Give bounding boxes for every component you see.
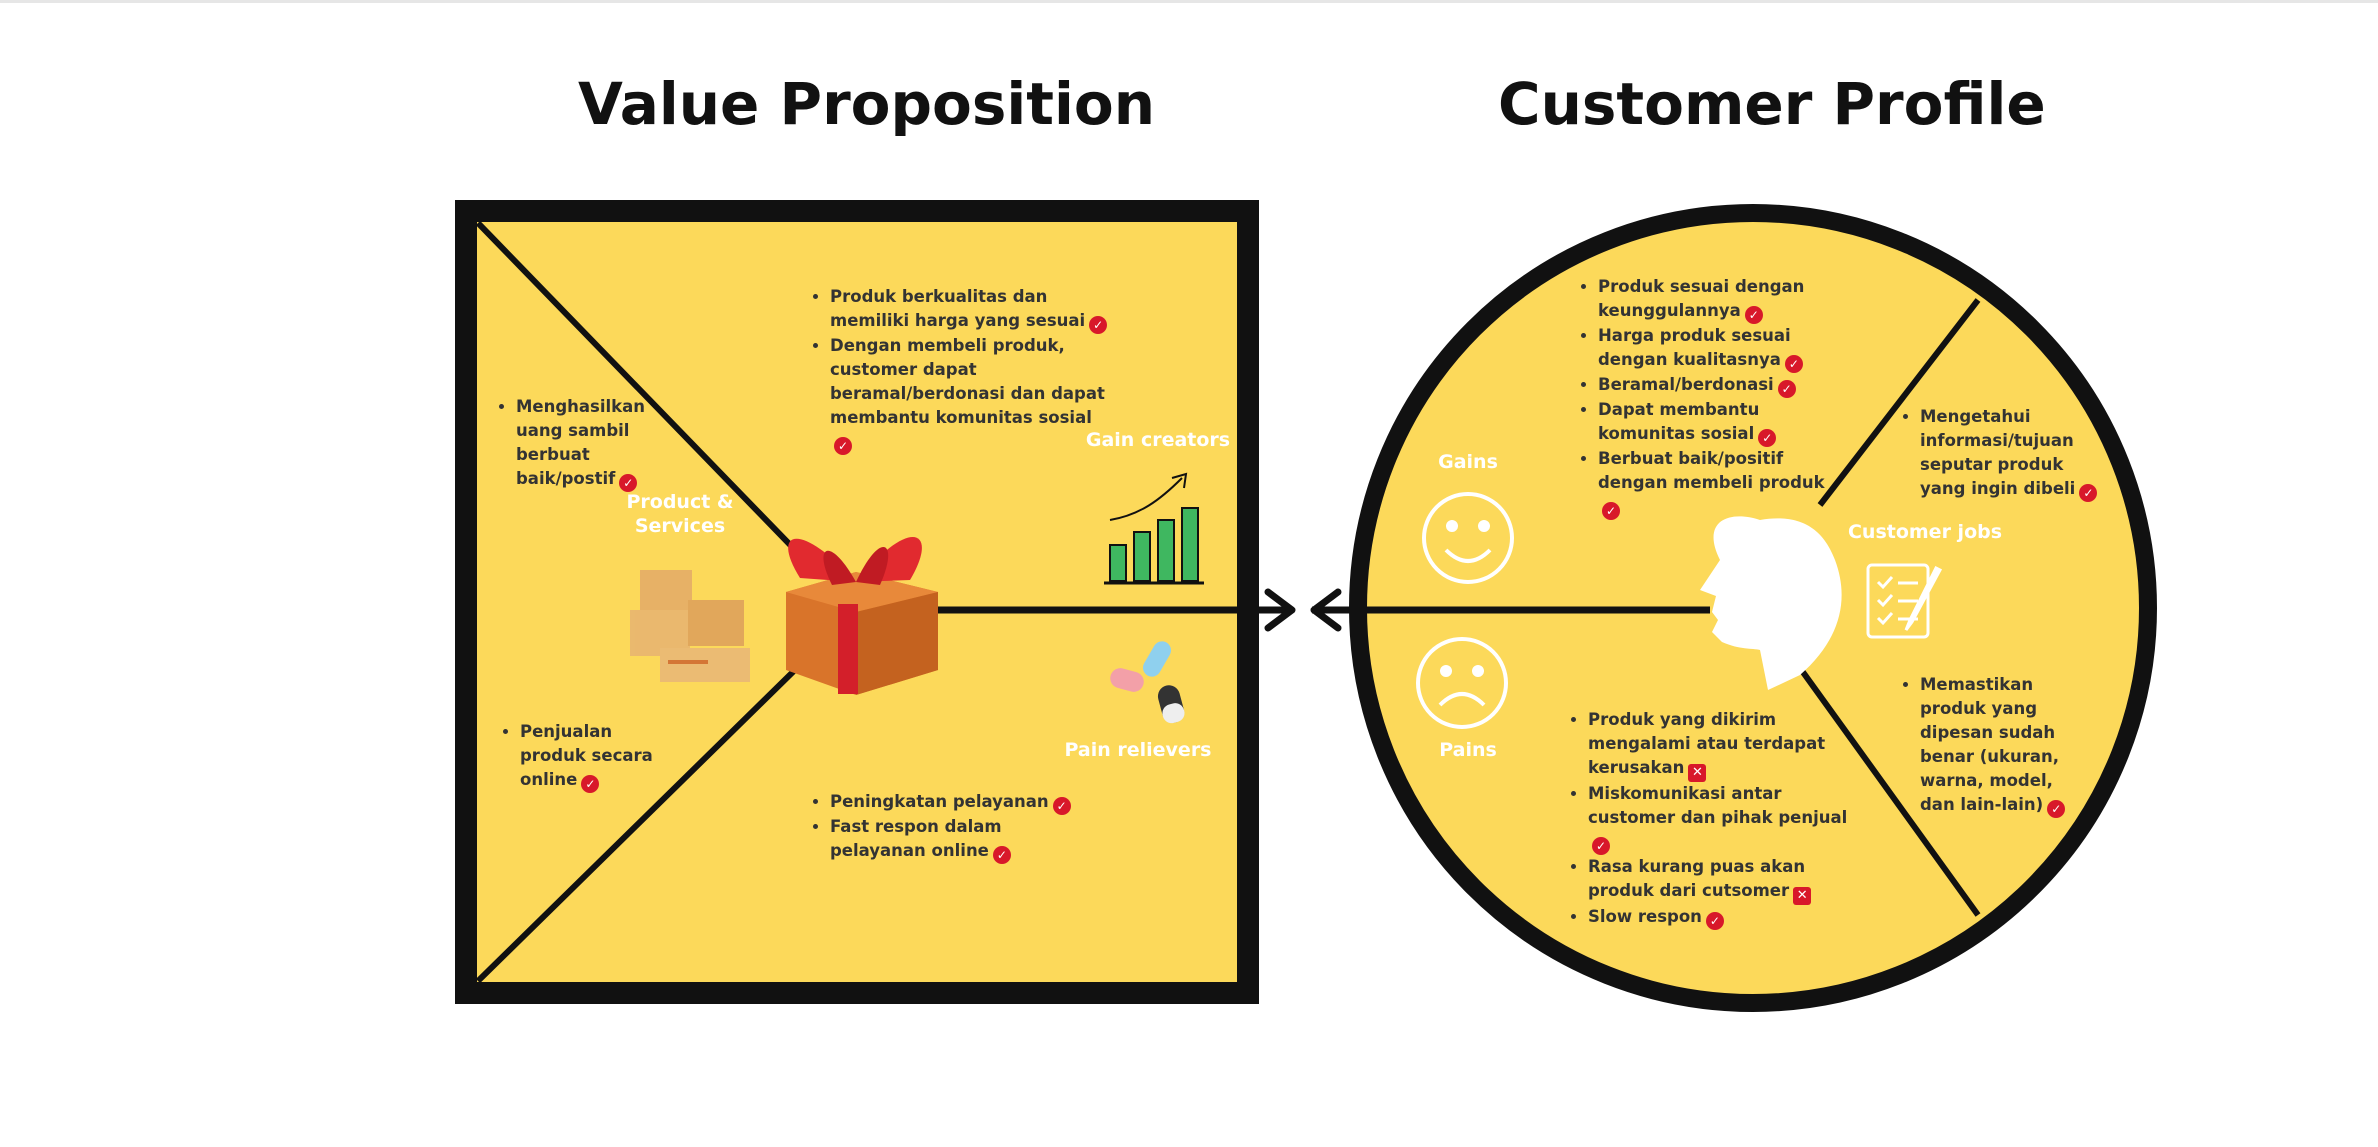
customer-jobs-list-bottom: Memastikan produk yang dipesan sudah ben… <box>1900 673 2075 818</box>
label-gains: Gains <box>1438 451 1498 473</box>
x-mark-icon: ✕ <box>1688 764 1707 782</box>
list-item: Beramal/berdonasi✓ <box>1598 373 1838 398</box>
pills-icon <box>1110 641 1185 724</box>
list-item: Fast respon dalam pelayanan online✓ <box>830 815 1100 864</box>
list-item: Berbuat baik/positif dengan membeli prod… <box>1598 447 1838 520</box>
bar-chart-icon <box>1104 472 1204 585</box>
arrow-icon <box>1264 588 1296 632</box>
label-product-services: Product & Services <box>626 491 734 537</box>
list-item: Slow respon✓ <box>1588 905 1848 930</box>
list-item: Penjualan produk secara online✓ <box>520 720 660 793</box>
list-item: Dapat membantu komunitas sosial✓ <box>1598 398 1838 447</box>
gain-creators-list: Produk berkualitas dan memiliki harga ya… <box>810 285 1110 455</box>
check-icon: ✓ <box>992 846 1011 864</box>
label-pains: Pains <box>1439 739 1497 761</box>
list-item: Mengetahui informasi/tujuan seputar prod… <box>1920 405 2110 502</box>
pains-list: Produk yang dikirim mengalami atau terda… <box>1568 708 1848 930</box>
check-icon: ✓ <box>834 437 852 455</box>
check-icon: ✓ <box>1089 316 1108 334</box>
list-item: Produk berkualitas dan memiliki harga ya… <box>830 285 1110 334</box>
products-services-list-top: Menghasilkan uang sambil berbuat baik/po… <box>496 395 656 492</box>
products-services-list-bottom: Penjualan produk secara online✓ <box>500 720 660 793</box>
list-item: Peningkatan pelayanan✓ <box>830 790 1100 815</box>
list-item: Harga produk sesuai dengan kualitasnya✓ <box>1598 324 1838 373</box>
gains-list: Produk sesuai dengan keunggulannya✓ Harg… <box>1578 275 1838 520</box>
customer-jobs-list-top: Mengetahui informasi/tujuan seputar prod… <box>1900 405 2110 502</box>
list-item: Rasa kurang puas akan produk dari cutsom… <box>1588 855 1848 905</box>
head-icon <box>1700 516 1842 690</box>
check-icon: ✓ <box>1592 837 1610 855</box>
checklist-icon <box>1866 563 1943 639</box>
boxes-icon <box>630 570 750 682</box>
list-item: Produk sesuai dengan keunggulannya✓ <box>1598 275 1838 324</box>
label-gain-creators: Gain creators <box>1085 429 1231 451</box>
check-icon: ✓ <box>1758 429 1777 447</box>
smile-icon <box>1422 492 1514 584</box>
list-item: Produk yang dikirim mengalami atau terda… <box>1588 708 1848 782</box>
check-icon: ✓ <box>2047 800 2066 818</box>
check-icon: ✓ <box>1602 502 1620 520</box>
x-mark-icon: ✕ <box>1793 887 1812 905</box>
label-pain-relievers: Pain relievers <box>1064 739 1212 761</box>
pain-relievers-list: Peningkatan pelayanan✓ Fast respon dalam… <box>810 790 1100 864</box>
check-icon: ✓ <box>1705 912 1724 930</box>
check-icon: ✓ <box>1052 797 1071 815</box>
check-icon: ✓ <box>1777 380 1796 398</box>
check-icon: ✓ <box>581 775 600 793</box>
list-item: Menghasilkan uang sambil berbuat baik/po… <box>516 395 656 492</box>
gift-icon <box>786 536 938 695</box>
customer-profile-title: Customer Profile <box>1498 70 2046 138</box>
list-item: Miskomunikasi antar customer dan pihak p… <box>1588 782 1848 855</box>
check-icon: ✓ <box>1784 355 1803 373</box>
list-item: Dengan membeli produk, customer dapat be… <box>830 334 1110 455</box>
check-icon: ✓ <box>619 474 638 492</box>
label-customer-jobs: Customer jobs <box>1847 521 2003 543</box>
frown-icon <box>1416 637 1508 729</box>
value-proposition-title: Value Proposition <box>578 70 1156 138</box>
check-icon: ✓ <box>1744 306 1763 324</box>
list-item: Memastikan produk yang dipesan sudah ben… <box>1920 673 2075 818</box>
check-icon: ✓ <box>2079 484 2098 502</box>
top-divider <box>0 0 2378 3</box>
